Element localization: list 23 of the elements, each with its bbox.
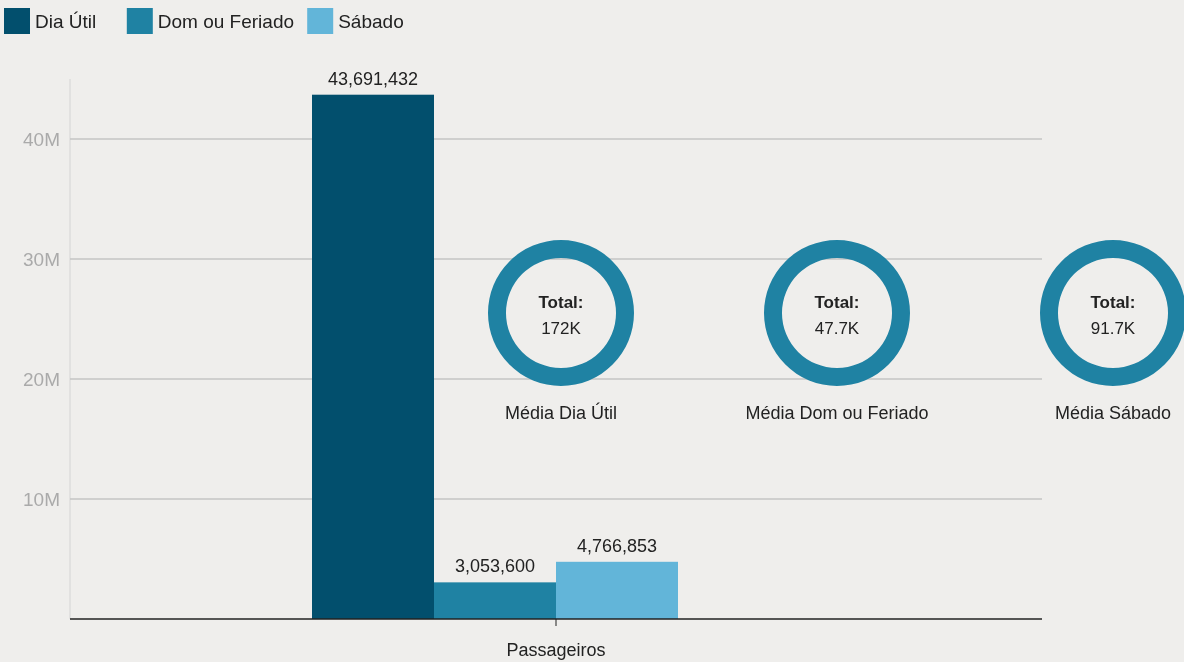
legend-label: Dom ou Feriado [157,11,295,32]
x-tick-label: Passageiros [506,640,606,660]
data-label: 3,053,600 [454,556,536,577]
legend-label: Dia Útil [35,11,97,32]
y-tick-label: 30M [23,249,60,270]
text: Média Dom ou Feriado [745,403,929,423]
annotation: Total: [538,293,584,312]
bar [556,561,678,619]
y-tick-label: 10M [23,489,60,510]
data-label: 43,691,432 [327,68,419,89]
text: Média Sábado [1054,403,1172,423]
data-label: 4,766,853 [576,535,658,556]
annotation: 47.7K [814,319,860,338]
text: Média Dia Útil [504,402,618,423]
y-tick-label: 20M [23,369,60,390]
y-tick-label: 40M [23,129,60,150]
text: 91.7K [1090,319,1136,338]
bar [312,94,434,619]
annotation: 172K [541,319,582,338]
legend-label: Sábado [338,11,404,32]
text: Total: [1090,293,1136,312]
bar [434,582,556,619]
annotation: Total: [814,293,860,312]
